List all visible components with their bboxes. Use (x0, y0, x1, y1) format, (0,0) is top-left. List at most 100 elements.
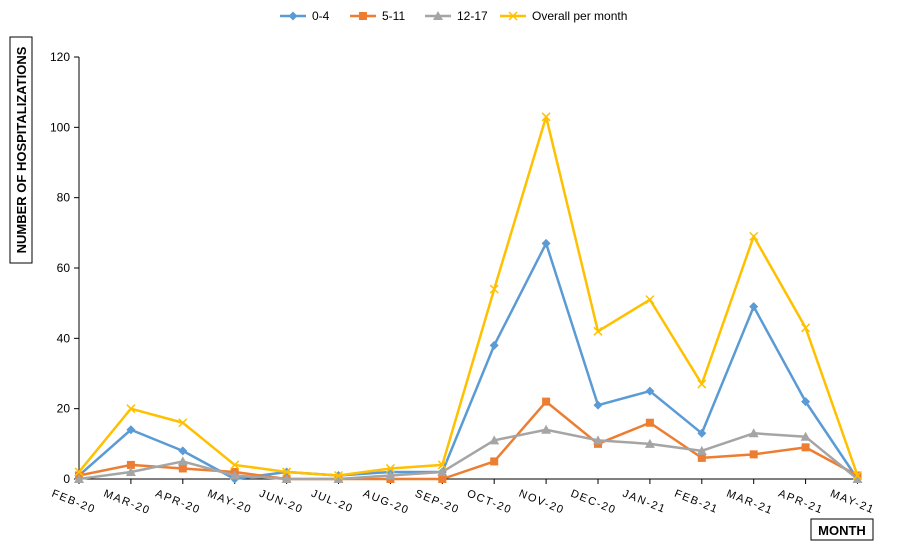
legend-item: Overall per month (500, 9, 627, 23)
data-point (749, 450, 758, 459)
data-point (541, 238, 551, 248)
data-point (593, 326, 603, 336)
data-point (541, 112, 551, 122)
x-tick-label: OCT-20 (465, 488, 514, 517)
data-point (852, 470, 863, 481)
legend: 0-4 5-11 12-17 Overall per month (280, 9, 627, 23)
data-point (281, 474, 292, 483)
y-tick-label: 100 (50, 120, 70, 134)
data-point (645, 295, 655, 305)
data-point (801, 323, 811, 333)
data-point (490, 457, 499, 466)
data-point (644, 438, 655, 448)
data-point (645, 386, 655, 396)
data-point (645, 418, 654, 427)
series-line (78, 400, 859, 481)
data-point (437, 466, 448, 476)
data-point (178, 446, 188, 456)
data-point (177, 456, 188, 466)
data-point (126, 425, 136, 435)
x-tick-label: FEB-21 (673, 488, 720, 516)
x-tick-label: MAY-20 (206, 488, 254, 517)
data-point (697, 379, 707, 389)
x-tick-label: APR-21 (776, 488, 825, 517)
y-tick-label: 40 (57, 331, 71, 345)
x-tick-label: JUN-20 (257, 488, 304, 516)
series-12-17 (74, 424, 863, 483)
x-tick-label: APR-20 (154, 488, 203, 517)
data-point (801, 443, 810, 452)
data-point (749, 302, 759, 312)
legend-item: 0-4 (280, 9, 330, 23)
data-point (800, 431, 811, 441)
series-line (78, 242, 859, 481)
legend-marker (508, 11, 518, 21)
x-tick-label: FEB-20 (50, 488, 97, 516)
data-point (282, 467, 292, 477)
series-line (78, 115, 859, 477)
y-tick-label: 80 (57, 191, 71, 205)
data-point (489, 284, 499, 294)
y-tick-label: 20 (57, 402, 71, 416)
data-point (437, 460, 447, 470)
x-axis-title: MONTH (818, 523, 866, 538)
data-point (333, 470, 344, 481)
x-tick-label: JUL-20 (309, 488, 355, 516)
data-point (74, 467, 84, 477)
legend-item: 12-17 (425, 9, 488, 23)
x-tick-label: NOV-20 (517, 488, 566, 517)
legend-marker (288, 11, 298, 21)
data-point (126, 460, 135, 469)
legend-marker (433, 11, 443, 20)
data-point (697, 453, 706, 462)
legend-label: 0-4 (312, 9, 330, 23)
data-point (125, 466, 136, 476)
data-point (178, 464, 187, 473)
x-tick-label: DEC-20 (569, 488, 618, 517)
data-point (229, 470, 240, 480)
legend-marker (359, 12, 367, 20)
x-tick-label: MAY-21 (828, 488, 876, 517)
data-point (438, 475, 447, 483)
x-tick-label: MAR-21 (725, 488, 775, 518)
data-point (542, 397, 551, 406)
x-tick-label: SEP-20 (413, 488, 461, 517)
legend-label: 12-17 (457, 9, 488, 23)
x-tick-label: MAR-20 (102, 488, 152, 518)
x-tick-label: JAN-21 (621, 488, 668, 516)
data-point (593, 435, 603, 445)
data-point (489, 435, 500, 445)
data-point (385, 463, 395, 473)
data-point (178, 418, 188, 428)
data-point (333, 474, 344, 483)
x-tick-label: AUG-20 (361, 488, 411, 517)
data-point (852, 474, 863, 483)
x-axis-title-box: MONTH (810, 518, 874, 541)
y-axis-title: NUMBER OF HOSPITALIZATIONS (14, 46, 29, 253)
y-tick-label: 120 (50, 50, 70, 64)
data-point (489, 340, 499, 350)
series-overall-per-month (74, 112, 863, 481)
data-point (230, 460, 240, 470)
data-point (696, 445, 707, 455)
data-point (749, 231, 759, 241)
y-axis: 0 20 40 60 80 100 120 (50, 50, 80, 486)
series-line (78, 428, 859, 481)
series-layer (74, 112, 863, 484)
data-point (74, 474, 84, 483)
legend-label: Overall per month (532, 9, 627, 23)
data-point (593, 400, 603, 410)
data-point (385, 470, 396, 480)
y-tick-label: 0 (63, 472, 70, 486)
legend-item: 5-11 (350, 9, 405, 23)
series-0-4 (74, 238, 862, 484)
data-point (748, 428, 759, 438)
x-axis: FEB-20 MAR-20 APR-20 MAY-20 JUN-20 JUL-20 AUG-… (50, 478, 876, 518)
legend-label: 5-11 (382, 9, 405, 23)
data-point (126, 404, 136, 414)
y-tick-label: 60 (57, 261, 71, 275)
data-point (541, 424, 552, 434)
data-point (697, 428, 707, 438)
data-point (801, 397, 811, 407)
